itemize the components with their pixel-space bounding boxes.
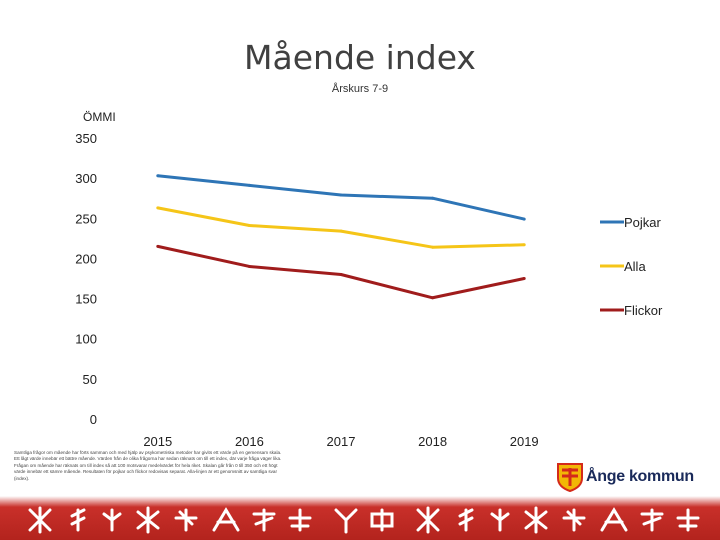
data-point-pojkar [522, 217, 526, 221]
page-title: Mående index [244, 38, 476, 77]
data-point-alla [339, 229, 343, 233]
y-tick-label: 0 [90, 412, 97, 427]
y-tick-label: 250 [75, 211, 97, 226]
data-point-alla [431, 245, 435, 249]
data-point-flickor [156, 244, 160, 248]
coat-of-arms-icon [557, 463, 583, 492]
y-tick-label: 150 [75, 292, 97, 307]
decorative-rune-band [0, 496, 720, 540]
series-line-flickor [157, 244, 525, 300]
logo-text: Ånge kommun [586, 468, 694, 485]
data-point-pojkar [339, 193, 343, 197]
legend-label-pojkar: Pojkar [624, 215, 662, 230]
legend-label-alla: Alla [624, 259, 646, 274]
legend-label-flickor: Flickor [624, 303, 663, 318]
data-point-pojkar [431, 196, 435, 200]
x-tick-label: 2018 [418, 434, 447, 449]
series-line-alla [157, 206, 525, 249]
series-line-pojkar [157, 174, 525, 221]
data-point-alla [522, 243, 526, 247]
data-point-flickor [339, 272, 343, 276]
footnote-text: Samtliga frågor om mående har förts samm… [14, 450, 282, 481]
y-tick-label: 350 [75, 131, 97, 146]
y-tick-label: 300 [75, 171, 97, 186]
data-point-alla [247, 224, 251, 228]
data-point-flickor [522, 277, 526, 280]
data-point-pojkar [247, 183, 251, 187]
data-point-alla [156, 206, 160, 210]
ange-kommun-logo: Ånge kommun [556, 462, 706, 496]
y-axis-label: ÖMMI [83, 110, 116, 124]
x-tick-label: 2015 [143, 434, 172, 449]
data-point-pojkar [156, 174, 160, 178]
x-tick-label: 2019 [510, 434, 539, 449]
data-point-flickor [431, 296, 435, 300]
x-tick-label: 2017 [327, 434, 356, 449]
y-tick-label: 200 [75, 251, 97, 266]
page-subtitle: Årskurs 7-9 [331, 83, 389, 95]
y-tick-label: 50 [83, 372, 97, 387]
data-point-flickor [247, 264, 251, 268]
y-tick-label: 100 [75, 332, 97, 347]
x-tick-label: 2016 [235, 434, 264, 449]
